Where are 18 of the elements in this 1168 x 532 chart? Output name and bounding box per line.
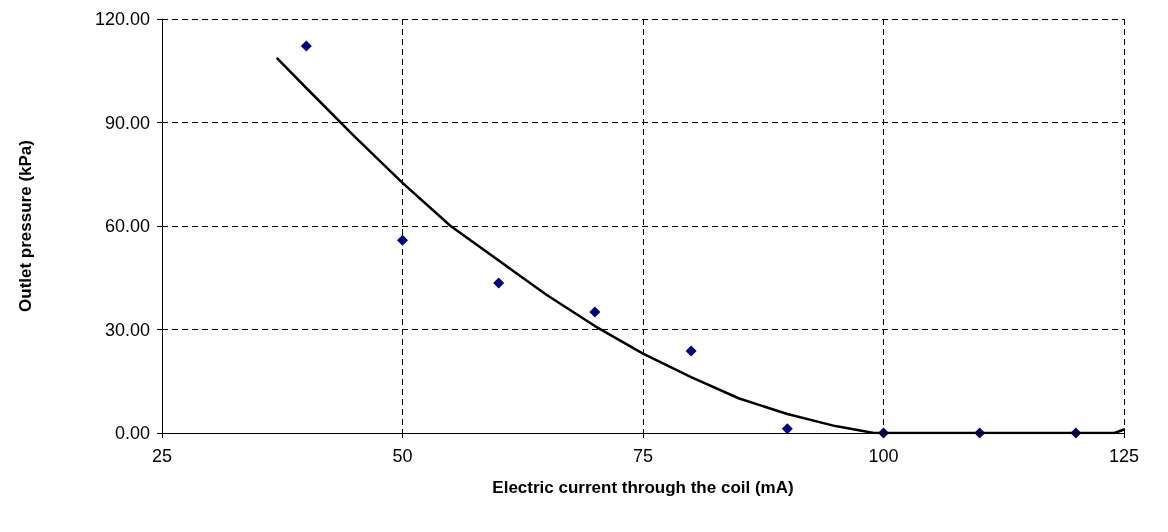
point — [781, 423, 793, 435]
x-tick-label: 75 — [632, 446, 654, 466]
x-tick-label: 25 — [151, 446, 173, 466]
y-axis-title: Outlet pressure (kPa) — [16, 140, 35, 312]
point — [493, 277, 505, 289]
point — [589, 306, 601, 318]
y-tick-label: 90.00 — [104, 112, 150, 133]
point — [300, 40, 312, 52]
y-tick-label: 0.00 — [114, 423, 150, 443]
x-tick-label: 100 — [868, 446, 899, 466]
point — [685, 345, 697, 357]
y-tick-label: 120.00 — [94, 9, 150, 29]
x-tick-label: 50 — [392, 446, 413, 466]
y-tick-label: 30.00 — [104, 319, 150, 340]
y-tick-label: 60.00 — [104, 216, 150, 236]
x-tick-label: 125 — [1108, 446, 1140, 466]
x-axis-title: Electric current through the coil (mA) — [492, 478, 794, 497]
point — [397, 234, 408, 246]
